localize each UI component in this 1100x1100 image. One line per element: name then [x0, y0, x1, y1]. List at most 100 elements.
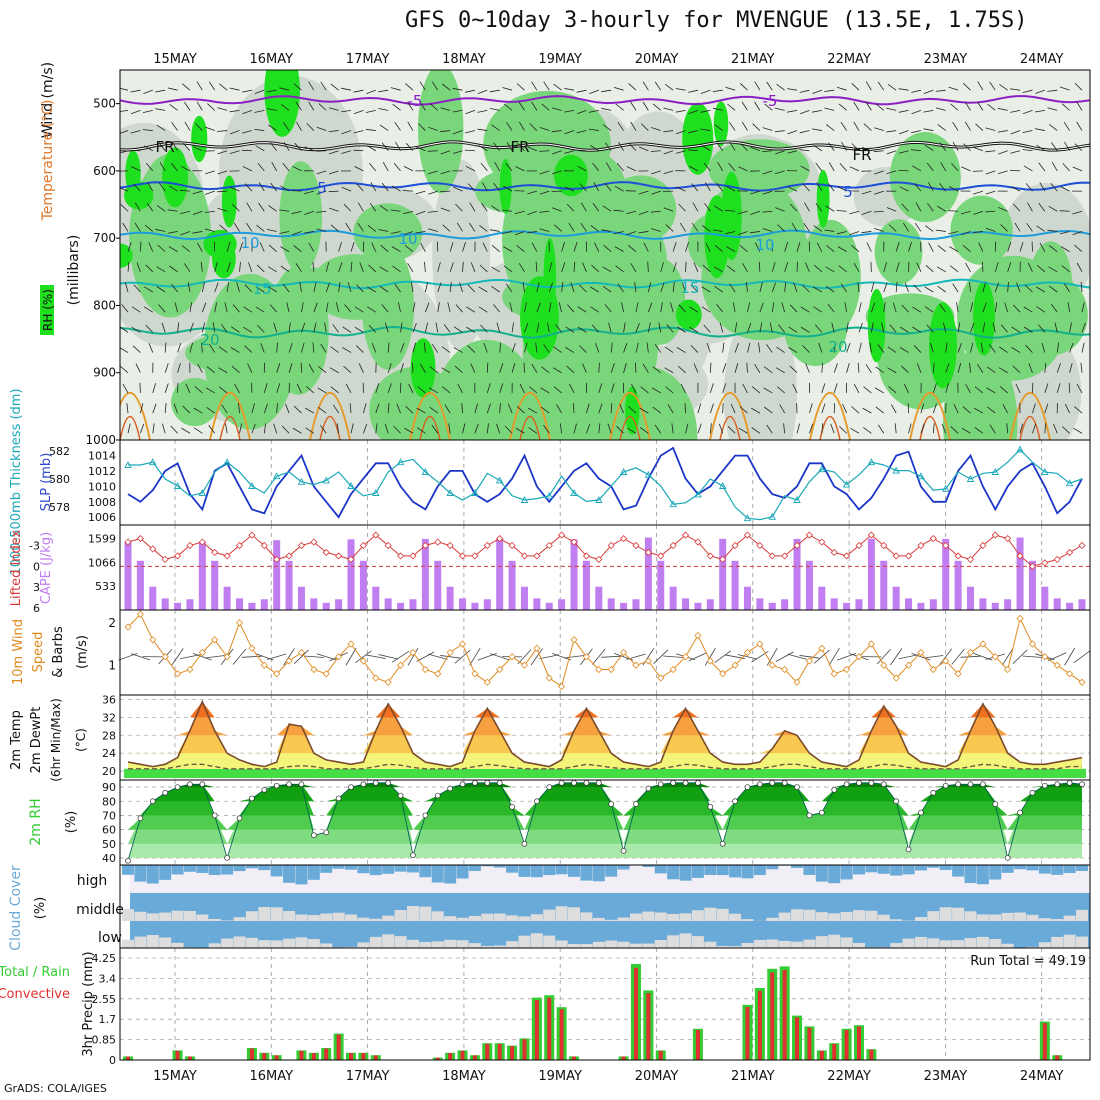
wind-barb-10m — [828, 648, 840, 666]
wind-barb — [469, 202, 476, 212]
wind-barb-10m — [204, 655, 225, 659]
cloud-gap-bar — [629, 943, 642, 948]
dewpoint-line — [128, 763, 1082, 770]
wind-barb — [219, 224, 228, 232]
precip-convective-bar — [175, 1050, 180, 1060]
wind-barb — [312, 342, 315, 353]
wind-barb — [1051, 162, 1058, 172]
precip-convective-bar — [126, 1056, 130, 1060]
wind-barb — [452, 150, 463, 154]
lifted-index-marker — [384, 541, 392, 550]
cape-bar — [483, 599, 491, 610]
precip-convective-bar — [1055, 1055, 1060, 1060]
cape-bar — [124, 541, 132, 610]
wind-barb — [481, 202, 488, 212]
cloud-gap-bar — [146, 935, 159, 948]
wind-barb — [313, 322, 317, 333]
wind-barb — [566, 365, 575, 374]
wind-barb — [1004, 302, 1009, 313]
wind-barb — [970, 302, 974, 313]
wind-barb — [146, 202, 154, 212]
wind-barb — [152, 403, 157, 414]
wind-barb — [729, 141, 736, 151]
wind-barb — [640, 386, 649, 394]
wind-barb — [774, 130, 785, 133]
wind-barb — [809, 403, 813, 414]
cloud-high-bar — [927, 865, 940, 868]
cloud-gap-bar — [691, 936, 704, 948]
wind-barb — [341, 87, 352, 91]
wind-barb — [517, 143, 525, 151]
rh-marker — [335, 795, 342, 802]
cloud-high-bar — [444, 865, 457, 884]
precip-convective-bar — [559, 1009, 564, 1060]
wind-barb — [159, 162, 166, 172]
rh-marker — [348, 784, 354, 790]
cloud-gap-bar — [828, 913, 841, 921]
wind-barb-10m — [552, 652, 572, 661]
wind-barb — [452, 87, 463, 91]
wind-barb — [935, 107, 946, 111]
wind-barb-10m — [813, 649, 830, 664]
wind-barb — [577, 326, 587, 333]
cloud-high-bar — [159, 865, 172, 880]
wind-barb — [863, 427, 872, 434]
day-label-bottom: 23MAY — [924, 1069, 968, 1084]
wind-barb — [875, 366, 885, 374]
wind-barb — [729, 122, 736, 131]
cloud-gap-bar — [122, 909, 134, 921]
wind-barb — [396, 403, 401, 414]
wind-barb — [616, 425, 624, 434]
wind-barb — [675, 150, 686, 154]
rh-marker — [472, 779, 478, 786]
wind-barb — [1022, 109, 1033, 115]
lifted-index-marker — [520, 552, 529, 560]
rh-marker — [608, 801, 615, 807]
wind-barb — [407, 101, 414, 111]
lifted-index-marker — [620, 534, 628, 543]
cloud-gap-bar — [803, 909, 816, 921]
wind-barb — [540, 406, 550, 414]
wind-barb — [598, 383, 603, 394]
wind-barb — [267, 266, 277, 273]
wind-speed-marker — [285, 657, 293, 665]
wind-barb — [343, 365, 352, 374]
wind-barb — [474, 423, 479, 434]
cape-bar — [706, 599, 714, 610]
wind-barb — [392, 265, 401, 273]
thickness-marker — [818, 465, 826, 473]
wind-barb — [742, 383, 748, 394]
wind-barb-10m — [1047, 652, 1067, 662]
lifted-index-marker — [136, 534, 144, 543]
wind-speed-marker — [570, 636, 578, 644]
wind-barb — [147, 182, 154, 192]
wind-barb — [561, 262, 566, 272]
wind-barb — [815, 162, 823, 172]
wind-barb — [590, 306, 600, 313]
wind-barb — [904, 282, 909, 293]
wind-barb — [189, 302, 193, 313]
lifted-index-marker — [892, 552, 900, 560]
wind-barb — [279, 231, 290, 234]
wind-barb — [255, 306, 265, 313]
wind-barb — [418, 123, 426, 131]
wind-barb — [467, 183, 476, 192]
wind-barb — [229, 87, 240, 91]
wind-barb-10m — [890, 648, 903, 666]
wind-barb — [395, 141, 401, 151]
lifted-index-marker — [731, 541, 739, 550]
wind-barb — [313, 282, 317, 293]
wind-barb — [368, 264, 377, 273]
cloud-gap-bar — [1001, 943, 1014, 948]
wind-barb — [577, 165, 587, 172]
wind-barb — [799, 109, 810, 115]
wind-barb — [948, 231, 959, 235]
cloud-gap-bar — [1063, 915, 1076, 921]
wind-barb — [862, 407, 872, 414]
cloud-gap-bar — [320, 913, 333, 921]
cloud-gap-bar — [741, 919, 754, 921]
wind-barb — [704, 202, 711, 212]
wind-barb — [442, 224, 451, 232]
cloud-gap-bar — [1051, 919, 1064, 921]
wind-barb — [960, 231, 971, 236]
